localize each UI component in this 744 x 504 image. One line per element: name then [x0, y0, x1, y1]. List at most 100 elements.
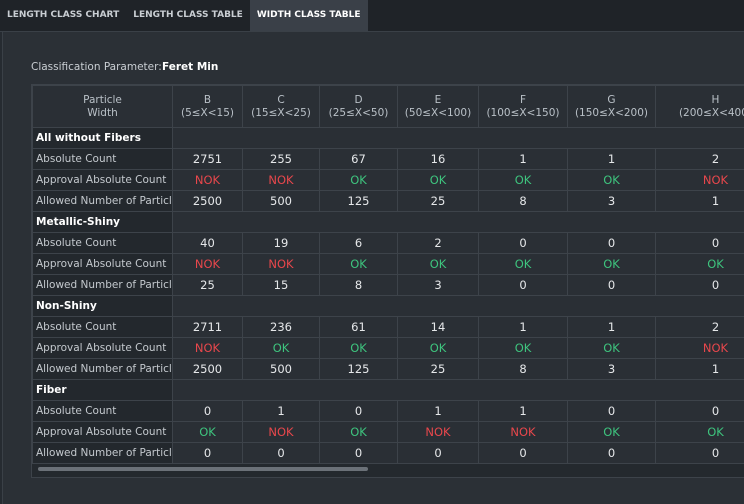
column-range: (50≤X<100)	[404, 106, 472, 119]
data-row: Approval Absolute Count NOK OK OK OK OK OK NOK	[32, 337, 744, 359]
row-label: Absolute Count	[32, 316, 173, 338]
scrollbar-thumb[interactable]	[38, 467, 368, 471]
column-range: (150≤X<200)	[574, 106, 649, 119]
column-header: F (100≤X<150)	[478, 85, 568, 128]
data-row: Approval Absolute Count OK NOK OK NOK NOK OK OK	[32, 421, 744, 443]
column-range: (5≤X<15)	[180, 106, 235, 119]
cell-value: OK	[655, 253, 744, 275]
group-row: All without Fibers	[32, 127, 744, 149]
cell-value: OK	[567, 169, 656, 191]
cell-value: 0	[567, 400, 656, 422]
data-row: Absolute Count 0 1 0 1 1 0 0	[32, 400, 744, 422]
cell-value: 8	[478, 190, 568, 212]
cell-value: 1	[655, 190, 744, 212]
cell-value: 0	[655, 400, 744, 422]
column-header: D (25≤X<50)	[319, 85, 398, 128]
cell-value: 19	[242, 232, 320, 254]
row-label: Approval Absolute Count	[32, 337, 173, 359]
column-header: G (150≤X<200)	[567, 85, 656, 128]
table-body: All without Fibers Absolute Count 2751 255 6…	[32, 127, 744, 464]
data-row: Approval Absolute Count NOK NOK OK OK OK OK OK	[32, 253, 744, 275]
cell-value: 25	[172, 274, 243, 296]
corner-header: Particle Width	[32, 85, 173, 128]
width-class-table: Particle Width B (5≤X<15) C (15≤X<25) D (25≤X<…	[32, 85, 744, 464]
cell-value: 16	[397, 148, 479, 170]
cell-value: OK	[655, 421, 744, 443]
cell-value: NOK	[172, 253, 243, 275]
header-row: Particle Width B (5≤X<15) C (15≤X<25) D (25≤X<…	[32, 85, 744, 128]
data-row: Allowed Number of Particles 2500 500 125 25 8…	[32, 190, 744, 212]
group-name: All without Fibers	[32, 127, 173, 149]
cell-value: 2	[397, 232, 479, 254]
cell-value: 8	[478, 358, 568, 380]
data-row: Absolute Count 2751 255 67 16 1 1 2	[32, 148, 744, 170]
data-row: Allowed Number of Particles 0 0 0 0 0 0 0	[32, 442, 744, 464]
cell-value: 1	[567, 148, 656, 170]
cell-value: 0	[242, 442, 320, 464]
cell-value: OK	[397, 253, 479, 275]
cell-value: 0	[567, 442, 656, 464]
column-letter: E	[434, 93, 442, 106]
cell-value: 61	[319, 316, 398, 338]
cell-value: OK	[319, 421, 398, 443]
tab[interactable]: LENGTH CLASS CHART	[7, 10, 120, 20]
cell-value: OK	[478, 169, 568, 191]
cell-value: 500	[242, 190, 320, 212]
data-row: Absolute Count 40 19 6 2 0 0 0	[32, 232, 744, 254]
cell-value: NOK	[478, 421, 568, 443]
column-letter: F	[519, 93, 527, 106]
row-label: Allowed Number of Particles	[32, 358, 173, 380]
cell-value: 0	[397, 442, 479, 464]
row-label: Approval Absolute Count	[32, 421, 173, 443]
column-letter: H	[711, 93, 720, 106]
cell-value: 236	[242, 316, 320, 338]
column-letter: D	[354, 93, 363, 106]
column-range: (15≤X<25)	[251, 106, 311, 119]
group-row: Metallic-Shiny	[32, 211, 744, 233]
cell-value: NOK	[172, 169, 243, 191]
cell-value: NOK	[242, 253, 320, 275]
cell-value: 0	[478, 232, 568, 254]
group-spacer	[172, 127, 744, 149]
column-range: (25≤X<50)	[328, 106, 389, 119]
row-label: Approval Absolute Count	[32, 169, 173, 191]
column-header: B (5≤X<15)	[172, 85, 243, 128]
cell-value: NOK	[397, 421, 479, 443]
tab[interactable]: LENGTH CLASS TABLE	[133, 10, 243, 20]
column-letter: B	[203, 93, 212, 106]
cell-value: 1	[242, 400, 320, 422]
cell-value: 0	[655, 442, 744, 464]
cell-value: OK	[319, 169, 398, 191]
tab-bar: LENGTH CLASS CHART LENGTH CLASS TABLE WIDT…	[0, 0, 744, 32]
row-label: Allowed Number of Particles	[32, 190, 173, 212]
tab[interactable]: WIDTH CLASS TABLE	[249, 0, 368, 31]
cell-value: 125	[319, 190, 398, 212]
group-row: Non-Shiny	[32, 295, 744, 317]
cell-value: 2500	[172, 358, 243, 380]
parameter-label: Classification Parameter:	[31, 61, 162, 73]
cell-value: OK	[567, 253, 656, 275]
cell-value: 2	[655, 148, 744, 170]
cell-value: 0	[478, 274, 568, 296]
row-label: Allowed Number of Particles	[32, 274, 173, 296]
cell-value: 25	[397, 358, 479, 380]
cell-value: 8	[319, 274, 398, 296]
cell-value: OK	[567, 421, 656, 443]
cell-value: 25	[397, 190, 479, 212]
cell-value: OK	[319, 253, 398, 275]
cell-value: 1	[397, 400, 479, 422]
cell-value: 0	[172, 400, 243, 422]
cell-value: OK	[172, 421, 243, 443]
cell-value: OK	[397, 337, 479, 359]
cell-value: 0	[319, 442, 398, 464]
cell-value: 3	[397, 274, 479, 296]
cell-value: OK	[478, 253, 568, 275]
cell-value: 255	[242, 148, 320, 170]
cell-value: 2	[655, 316, 744, 338]
data-row: Allowed Number of Particles 25 15 8 3 0 0 0	[32, 274, 744, 296]
cell-value: 0	[655, 232, 744, 254]
column-range: (200≤X<400)	[678, 106, 744, 119]
group-name: Metallic-Shiny	[32, 211, 173, 233]
row-label: Approval Absolute Count	[32, 253, 173, 275]
